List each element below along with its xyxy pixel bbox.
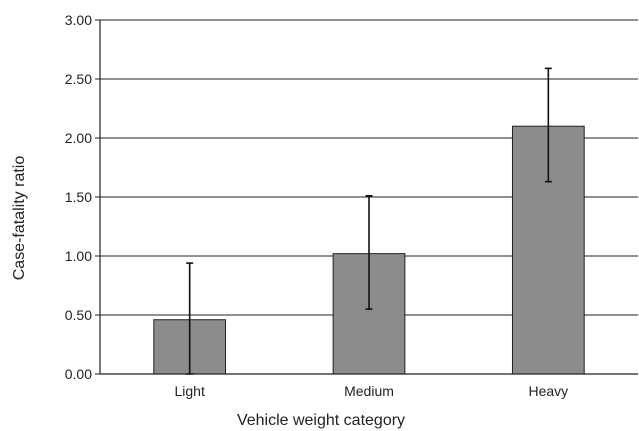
y-tick-label: 0.50	[65, 307, 92, 323]
y-tick-label: 2.00	[65, 130, 92, 146]
y-tick-label: 3.00	[65, 12, 92, 28]
y-tick-label: 2.50	[65, 71, 92, 87]
x-tick-labels: Light Medium Heavy	[174, 383, 568, 399]
y-tick-label: 1.50	[65, 189, 92, 205]
x-tick-label-light: Light	[174, 383, 204, 399]
x-tick-label-medium: Medium	[344, 383, 394, 399]
bars	[153, 125, 585, 375]
x-tick-label-heavy: Heavy	[528, 383, 568, 399]
y-axis-label: Case-fatality ratio	[11, 156, 28, 281]
y-tick-labels: 0.00 0.50 1.00 1.50 2.00 2.50 3.00	[65, 12, 92, 382]
axes	[95, 19, 638, 375]
y-tick-label: 1.00	[65, 248, 92, 264]
y-tick-label: 0.00	[65, 366, 92, 382]
x-axis-label: Vehicle weight category	[237, 412, 405, 429]
